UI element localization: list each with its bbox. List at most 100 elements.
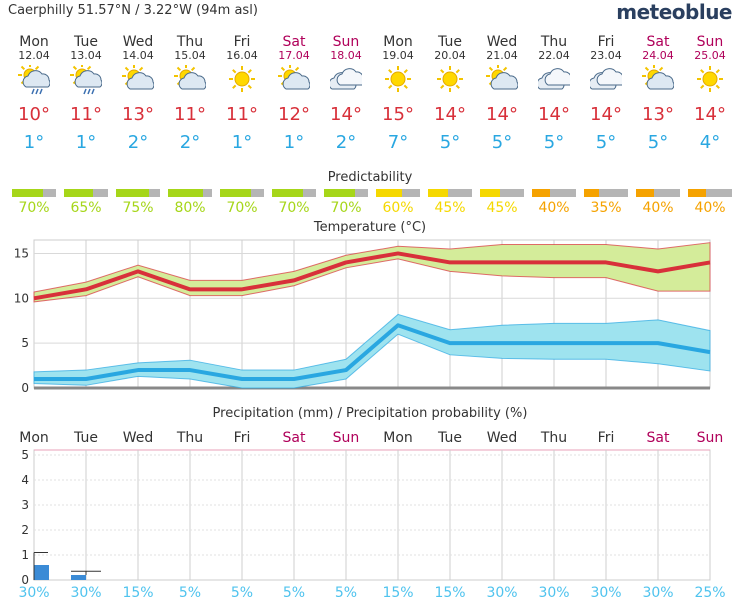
predictability-percent: 45% <box>434 200 466 216</box>
predictability-percent: 65% <box>70 200 102 216</box>
predictability-percent: 45% <box>486 200 518 216</box>
predictability-percent: 80% <box>174 200 206 216</box>
predictability-bar <box>428 189 472 197</box>
day-column: Sun 25.04 14° 4° <box>684 34 736 153</box>
precipitation-probability-label: 15% <box>434 585 465 600</box>
day-column: Fri 16.04 11° 1° <box>216 34 268 153</box>
sun-cloud-rain-icon <box>18 65 50 95</box>
predictability-fill <box>12 189 43 197</box>
precipitation-probability-label: 5% <box>335 585 357 600</box>
plot-area <box>33 449 711 581</box>
min-temperature: 5° <box>647 132 669 153</box>
y-tick-label: 10 <box>14 291 29 305</box>
x-category-label: Wed <box>123 430 154 446</box>
day-name: Sat <box>646 34 670 50</box>
day-date: 20.04 <box>434 49 466 62</box>
y-tick-label: 4 <box>21 473 29 487</box>
precipitation-bar <box>71 575 86 580</box>
day-name: Tue <box>438 34 462 50</box>
day-column: Fri 23.04 14° 5° <box>580 34 632 153</box>
tmin-line <box>34 323 711 382</box>
max-temperature: 14° <box>694 104 726 125</box>
predictability-bar <box>116 189 160 197</box>
sun-icon <box>385 66 411 92</box>
x-category-label: Sun <box>697 430 724 446</box>
day-name: Sat <box>282 34 306 50</box>
predictability-percent: 70% <box>330 200 362 216</box>
sun-icon <box>229 66 255 92</box>
precipitation-probability-label: 30% <box>18 585 49 600</box>
predictability-fill <box>220 189 251 197</box>
predictability-title: Predictability <box>327 170 413 185</box>
precipitation-probability-label: 30% <box>70 585 101 600</box>
predictability-fill <box>480 189 500 197</box>
sun-icon <box>697 66 723 92</box>
tmax-range-band <box>33 242 711 303</box>
sun-cloud-icon <box>278 65 310 90</box>
precipitation-range-whisker <box>33 552 48 580</box>
precipitation-probability-label: 30% <box>486 585 517 600</box>
min-temperature: 4° <box>699 132 721 153</box>
predictability-percent: 70% <box>226 200 258 216</box>
precipitation-probability-label: 5% <box>231 585 253 600</box>
x-category-label: Tue <box>437 430 462 446</box>
day-name: Sun <box>696 34 724 50</box>
min-temperature: 5° <box>491 132 513 153</box>
precipitation-probability-label: 30% <box>642 585 673 600</box>
x-category-label: Tue <box>73 430 98 446</box>
day-date: 21.04 <box>486 49 518 62</box>
day-column: Mon 12.04 10° 1° <box>8 34 60 153</box>
y-tick-label: 15 <box>14 246 29 260</box>
day-column: Wed 14.04 13° 2° <box>112 34 164 153</box>
min-temperature: 2° <box>179 132 201 153</box>
predictability-percent: 40% <box>642 200 674 216</box>
predictability-bar <box>324 189 368 197</box>
predictability-bar <box>168 189 212 197</box>
cloud-icon <box>330 68 362 90</box>
day-name: Thu <box>540 34 568 50</box>
x-category-label: Sun <box>333 430 360 446</box>
day-name: Thu <box>176 34 204 50</box>
predictability-bar <box>480 189 524 197</box>
predictability-percent: 70% <box>18 200 50 216</box>
day-name: Fri <box>597 34 615 50</box>
day-name: Sun <box>332 34 360 50</box>
day-name: Mon <box>383 34 413 50</box>
predictability-fill <box>688 189 706 197</box>
precipitation-probability-label: 30% <box>538 585 569 600</box>
day-date: 22.04 <box>538 49 570 62</box>
day-date: 16.04 <box>226 49 258 62</box>
day-date: 23.04 <box>590 49 622 62</box>
day-date: 15.04 <box>174 49 206 62</box>
predictability-fill <box>376 189 403 197</box>
min-temperature: 1° <box>75 132 97 153</box>
min-temperature: 2° <box>127 132 149 153</box>
predictability-fill <box>116 189 149 197</box>
day-column: Sun 18.04 14° 2° <box>320 34 372 153</box>
x-category-label: Fri <box>234 430 251 446</box>
min-temperature: 1° <box>231 132 253 153</box>
predictability-percent: 40% <box>538 200 570 216</box>
day-column: Sat 24.04 13° 5° <box>632 34 684 153</box>
predictability-percent: 40% <box>694 200 726 216</box>
day-date: 13.04 <box>70 49 102 62</box>
day-column: Tue 20.04 14° 5° <box>424 34 476 153</box>
precipitation-probability-label: 15% <box>122 585 153 600</box>
y-tick-label: 5 <box>21 336 29 350</box>
x-category-label: Thu <box>540 430 567 446</box>
y-tick-label: 1 <box>21 548 29 562</box>
sun-icon <box>437 66 463 92</box>
predictability-bar <box>272 189 316 197</box>
precipitation-probability-label: 5% <box>283 585 305 600</box>
cloud-icon <box>590 68 622 90</box>
predictability-fill <box>532 189 550 197</box>
sun-cloud-icon <box>122 65 154 90</box>
max-temperature: 12° <box>278 104 310 125</box>
y-tick-label: 3 <box>21 498 29 512</box>
max-temperature: 14° <box>486 104 518 125</box>
temperature-title: Temperature (°C) <box>313 220 427 235</box>
meteoblue-logo[interactable]: meteoblue <box>616 0 732 24</box>
predictability-percent: 75% <box>122 200 154 216</box>
day-date: 17.04 <box>278 49 310 62</box>
temperature-chart: 0 5 10 15 <box>14 239 711 392</box>
